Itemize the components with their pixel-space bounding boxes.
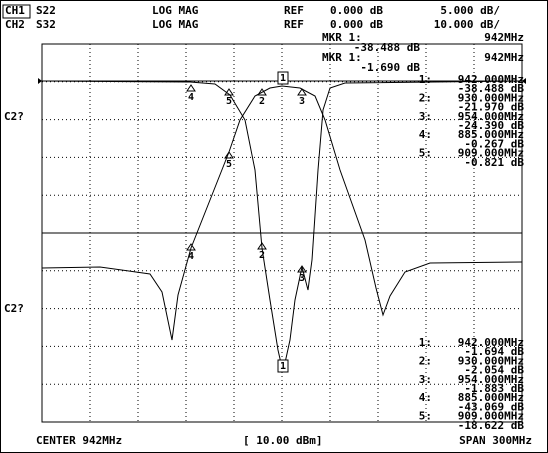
s32-trace xyxy=(41,85,523,341)
marker-list-value: -43.069 dB xyxy=(458,400,525,413)
ref-label: REF xyxy=(284,4,304,17)
power: [ 10.00 dBm] xyxy=(243,434,322,447)
marker-symbol xyxy=(224,151,234,159)
side-label: C2? xyxy=(4,302,24,315)
marker-symbol xyxy=(257,88,267,96)
marker-list-label: 5: xyxy=(419,147,432,160)
ref-pointer xyxy=(522,78,526,84)
marker-list-freq: 954.000MHz xyxy=(458,373,524,386)
marker-list-label: 1: xyxy=(419,336,432,349)
marker-readout-value: -38.488 dB xyxy=(354,41,421,54)
marker-list-freq: 885.000MHz xyxy=(458,128,524,141)
center: CENTER 942MHz xyxy=(36,434,122,447)
marker-list-label: 2: xyxy=(419,354,432,367)
marker-number: 3 xyxy=(299,273,305,284)
marker-readout-freq: 942MHz xyxy=(484,31,524,44)
marker-list-value: -18.622 dB xyxy=(458,419,525,432)
marker-list-freq: 942.000MHz xyxy=(458,73,524,86)
marker-symbol xyxy=(257,242,267,250)
marker-list-freq: 942.000MHz xyxy=(458,336,524,349)
marker-number: 3 xyxy=(299,96,305,107)
marker-symbol xyxy=(186,243,196,251)
marker-list-freq: 909.000MHz xyxy=(458,147,524,160)
parameter: S32 xyxy=(36,18,56,31)
ref-value: 0.000 dB xyxy=(330,18,383,31)
marker-symbol xyxy=(186,84,196,92)
active-marker xyxy=(277,359,289,373)
marker-number: 5 xyxy=(226,159,232,170)
marker-list-label: 1: xyxy=(419,73,432,86)
marker-list-value: -38.488 dB xyxy=(458,82,525,95)
ref-value: 0.000 dB xyxy=(330,4,383,17)
channel: CH2 xyxy=(5,18,25,31)
marker-list-freq: 909.000MHz xyxy=(458,410,524,423)
parameter: S22 xyxy=(36,4,56,17)
marker-number: 1 xyxy=(280,73,286,84)
marker-number: 2 xyxy=(259,250,265,261)
marker-list-freq: 930.000MHz xyxy=(458,354,524,367)
side-label: C2? xyxy=(4,110,24,123)
marker-list-label: 3: xyxy=(419,110,432,123)
marker-number: 5 xyxy=(226,96,232,107)
marker-symbol xyxy=(297,88,307,96)
marker-list-value: -1.883 dB xyxy=(464,382,524,395)
scale: 10.000 dB/ xyxy=(434,18,501,31)
marker-symbol xyxy=(297,265,307,273)
ref-pointer xyxy=(38,78,42,84)
marker-symbol xyxy=(224,88,234,96)
marker-list-label: 4: xyxy=(419,128,432,141)
marker-readout-label: MKR 1: xyxy=(322,31,362,44)
marker-list-value: -0.267 dB xyxy=(464,137,524,150)
marker-list-freq: 954.000MHz xyxy=(458,110,524,123)
ref-label: REF xyxy=(284,18,304,31)
marker-list-label: 2: xyxy=(419,91,432,104)
marker-list-label: 3: xyxy=(419,373,432,386)
marker-list-value: -1.694 dB xyxy=(464,345,524,358)
channel: CH1 xyxy=(5,4,25,17)
format: LOG MAG xyxy=(152,18,199,31)
marker-number: 4 xyxy=(188,92,194,103)
marker-number: 4 xyxy=(188,251,194,262)
marker-readout-label: MKR 1: xyxy=(322,51,362,64)
scale: 5.000 dB/ xyxy=(440,4,500,17)
marker-list-value: -2.054 dB xyxy=(464,364,524,377)
format: LOG MAG xyxy=(152,4,199,17)
marker-number: 2 xyxy=(259,96,265,107)
marker-readout-value: -1.690 dB xyxy=(360,61,420,74)
marker-list-freq: 885.000MHz xyxy=(458,391,524,404)
s22-trace xyxy=(41,80,523,373)
marker-list-label: 4: xyxy=(419,391,432,404)
active-marker xyxy=(277,71,289,85)
marker-list-value: -0.821 dB xyxy=(464,156,524,169)
marker-list-freq: 930.000MHz xyxy=(458,91,524,104)
marker-number: 1 xyxy=(280,361,286,372)
marker-list-value: -24.390 dB xyxy=(458,119,525,132)
marker-list-label: 5: xyxy=(419,410,432,423)
marker-readout-freq: 942MHz xyxy=(484,51,524,64)
marker-list-value: -21.970 dB xyxy=(458,101,525,114)
active-channel-box xyxy=(2,4,31,19)
span: SPAN 300MHz xyxy=(459,434,532,447)
